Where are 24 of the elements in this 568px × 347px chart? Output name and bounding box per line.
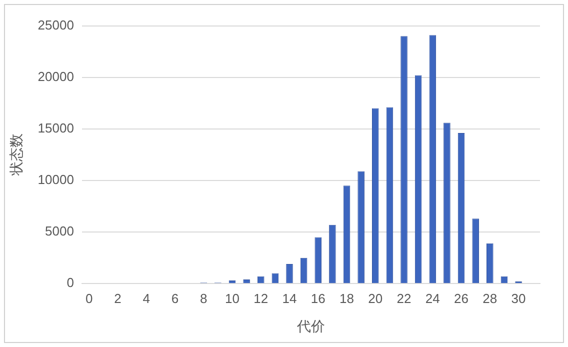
x-tick-label: 24 xyxy=(425,290,440,306)
x-tick-label: 12 xyxy=(254,290,268,306)
x-tick-label: 6 xyxy=(171,290,179,306)
x-tick-label: 16 xyxy=(310,290,326,306)
y-tick-label: 15000 xyxy=(38,120,74,136)
x-tick-label: 0 xyxy=(85,290,93,306)
x-axis-title: 代价 xyxy=(296,319,325,336)
y-tick-label: 10000 xyxy=(38,172,74,188)
y-tick-label: 5000 xyxy=(45,224,74,239)
x-tick-label: 2 xyxy=(114,290,122,306)
x-tick-label: 26 xyxy=(454,290,469,306)
x-tick-label: 30 xyxy=(511,290,526,306)
y-axis-title: 状态数 xyxy=(9,134,26,177)
x-tick-label: 18 xyxy=(340,290,354,306)
x-tick-label: 28 xyxy=(482,290,498,306)
x-tick-label: 20 xyxy=(368,290,383,306)
x-tick-label: 8 xyxy=(200,290,208,306)
y-tick-label: 25000 xyxy=(38,17,74,32)
y-tick-label: 20000 xyxy=(38,68,74,84)
x-tick-label: 22 xyxy=(396,290,412,306)
x-tick-label: 14 xyxy=(282,290,297,306)
y-tick-label: 0 xyxy=(66,275,74,290)
x-tick-label: 4 xyxy=(142,290,150,306)
x-tick-label: 10 xyxy=(225,290,240,306)
